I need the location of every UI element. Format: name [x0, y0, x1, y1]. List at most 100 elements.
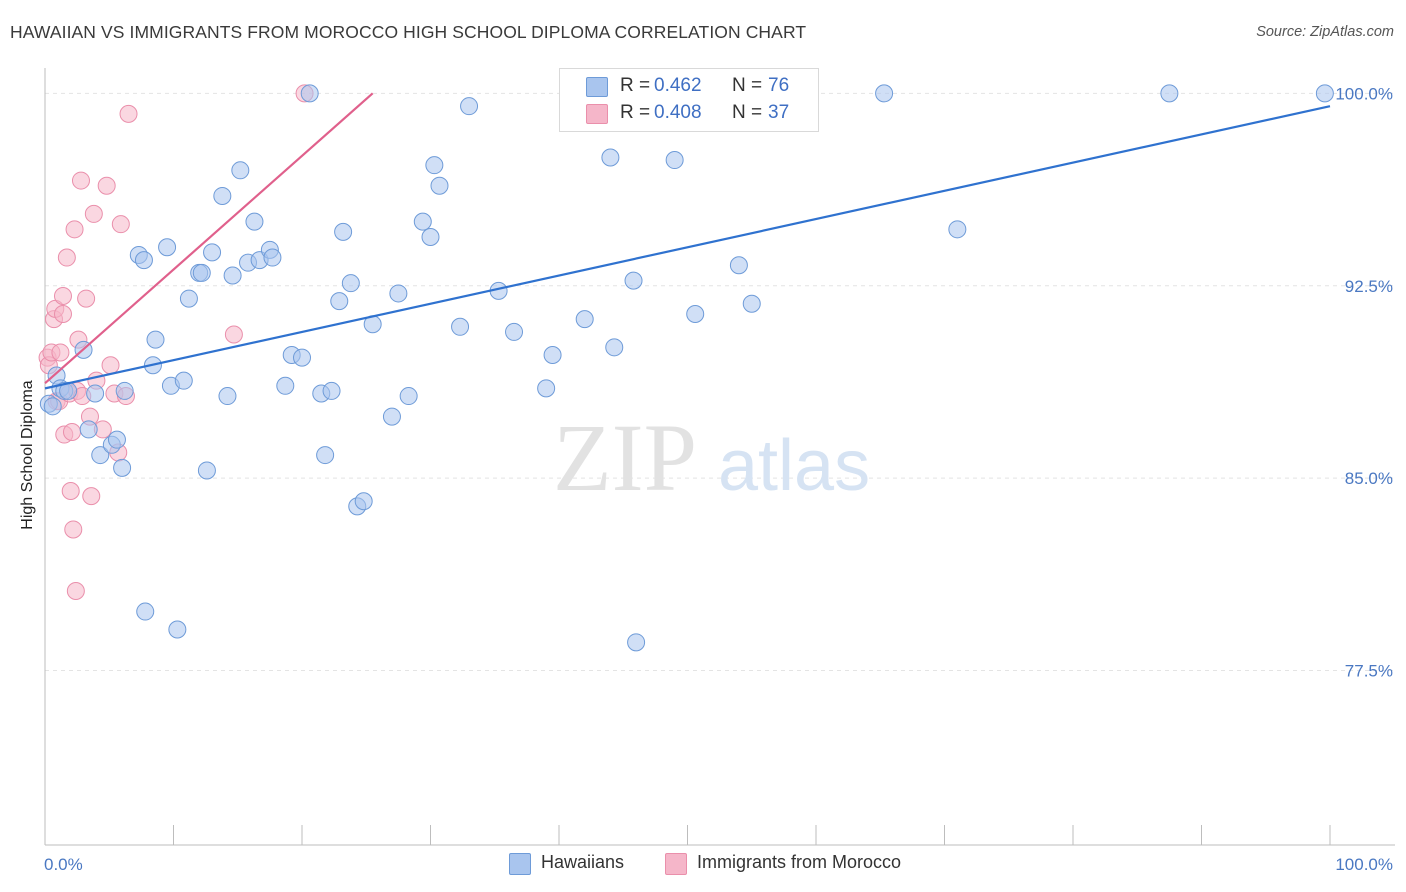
- data-point-morocco[interactable]: [224, 325, 243, 344]
- data-point-hawaiians[interactable]: [605, 338, 624, 357]
- legend-swatch-blue: [586, 77, 608, 97]
- y-tick-label: 77.5%: [1345, 662, 1393, 681]
- data-point-hawaiians[interactable]: [505, 322, 524, 341]
- data-point-hawaiians[interactable]: [413, 212, 432, 231]
- source-label: Source: ZipAtlas.com: [1256, 24, 1394, 40]
- data-point-morocco[interactable]: [77, 289, 96, 308]
- data-point-hawaiians[interactable]: [263, 248, 282, 267]
- legend-r-value: 0.462: [654, 75, 702, 96]
- data-point-hawaiians[interactable]: [293, 348, 311, 367]
- data-point-hawaiians[interactable]: [223, 266, 242, 285]
- data-point-hawaiians[interactable]: [168, 620, 187, 639]
- data-point-hawaiians[interactable]: [276, 376, 295, 395]
- data-point-morocco[interactable]: [119, 104, 138, 123]
- data-point-hawaiians[interactable]: [665, 151, 684, 170]
- data-point-hawaiians[interactable]: [543, 346, 562, 365]
- watermark-atlas: atlas: [718, 426, 870, 506]
- x-tick-label: 0.0%: [44, 855, 83, 874]
- data-point-hawaiians[interactable]: [430, 176, 449, 195]
- data-point-hawaiians[interactable]: [86, 384, 105, 403]
- data-point-hawaiians[interactable]: [425, 156, 444, 175]
- legend-r-label: R =: [620, 75, 651, 96]
- data-point-morocco[interactable]: [53, 287, 72, 306]
- data-point-morocco[interactable]: [71, 171, 90, 190]
- data-point-hawaiians[interactable]: [322, 381, 341, 400]
- data-point-hawaiians[interactable]: [1160, 84, 1179, 103]
- data-point-hawaiians[interactable]: [399, 387, 418, 406]
- data-point-hawaiians[interactable]: [115, 381, 134, 400]
- data-point-hawaiians[interactable]: [729, 256, 748, 275]
- data-point-hawaiians[interactable]: [624, 271, 643, 290]
- data-point-hawaiians[interactable]: [575, 310, 594, 329]
- data-point-morocco[interactable]: [82, 487, 101, 506]
- data-point-morocco[interactable]: [61, 481, 80, 500]
- data-point-hawaiians[interactable]: [460, 97, 479, 116]
- data-point-hawaiians[interactable]: [179, 289, 198, 308]
- data-point-hawaiians[interactable]: [421, 228, 440, 247]
- data-point-hawaiians[interactable]: [107, 430, 126, 449]
- y-tick-label: 92.5%: [1345, 277, 1393, 296]
- data-point-hawaiians[interactable]: [203, 243, 222, 262]
- data-point-hawaiians[interactable]: [627, 633, 646, 652]
- data-point-hawaiians[interactable]: [341, 274, 360, 293]
- data-point-morocco[interactable]: [84, 204, 103, 223]
- watermark-zip: ZIP: [553, 404, 697, 511]
- data-point-hawaiians[interactable]: [79, 420, 98, 439]
- data-point-hawaiians[interactable]: [300, 84, 319, 103]
- data-point-hawaiians[interactable]: [354, 492, 373, 511]
- data-point-morocco[interactable]: [101, 356, 120, 375]
- stats-legend: R = 0.462 N = 76 R = 0.408 N = 37: [559, 68, 819, 132]
- data-point-hawaiians[interactable]: [389, 284, 408, 303]
- data-point-hawaiians[interactable]: [174, 371, 193, 390]
- data-point-morocco[interactable]: [64, 520, 83, 539]
- data-point-hawaiians[interactable]: [197, 461, 216, 480]
- bottom-legend-label: Immigrants from Morocco: [697, 852, 902, 872]
- chart-title: HAWAIIAN VS IMMIGRANTS FROM MOROCCO HIGH…: [10, 22, 807, 42]
- data-point-hawaiians[interactable]: [192, 263, 211, 282]
- data-point-hawaiians[interactable]: [1315, 84, 1334, 103]
- data-point-hawaiians[interactable]: [686, 304, 705, 323]
- data-point-morocco[interactable]: [66, 582, 85, 601]
- bottom-legend-label: Hawaiians: [541, 852, 625, 872]
- legend-r-value: 0.408: [654, 102, 702, 123]
- data-point-hawaiians[interactable]: [134, 251, 153, 270]
- data-point-hawaiians[interactable]: [136, 602, 155, 621]
- data-point-hawaiians[interactable]: [43, 397, 62, 416]
- data-point-hawaiians[interactable]: [334, 222, 353, 241]
- data-point-morocco[interactable]: [111, 215, 130, 234]
- legend-n-label: N =: [732, 102, 763, 123]
- data-point-hawaiians[interactable]: [218, 387, 237, 406]
- data-point-hawaiians[interactable]: [382, 407, 401, 426]
- data-point-hawaiians[interactable]: [742, 294, 761, 313]
- data-point-hawaiians[interactable]: [213, 186, 232, 205]
- data-point-hawaiians[interactable]: [113, 458, 132, 477]
- legend-r-label: R =: [620, 102, 651, 123]
- data-point-hawaiians[interactable]: [451, 317, 470, 336]
- data-point-hawaiians[interactable]: [91, 446, 110, 465]
- data-point-morocco[interactable]: [65, 220, 84, 239]
- data-point-hawaiians[interactable]: [245, 212, 264, 231]
- legend-n-label: N =: [732, 75, 763, 96]
- series-hawaiians-points: [39, 84, 1334, 652]
- y-tick-label: 85.0%: [1345, 469, 1393, 488]
- data-point-morocco[interactable]: [97, 176, 116, 195]
- data-point-hawaiians[interactable]: [158, 238, 177, 257]
- data-point-hawaiians[interactable]: [875, 84, 894, 103]
- data-point-morocco[interactable]: [62, 422, 81, 441]
- data-point-hawaiians[interactable]: [316, 446, 335, 465]
- data-point-hawaiians[interactable]: [231, 161, 250, 180]
- data-point-hawaiians[interactable]: [330, 292, 349, 311]
- data-point-morocco[interactable]: [51, 343, 70, 362]
- trend-lines: [44, 92, 1331, 390]
- tick-labels: 77.5% 85.0% 92.5% 100.0% 0.0% 100.0%: [44, 84, 1393, 874]
- bottom-legend-swatch-pink: [665, 853, 687, 875]
- data-point-morocco[interactable]: [53, 304, 72, 323]
- trend-line-morocco: [44, 92, 374, 385]
- data-point-hawaiians[interactable]: [146, 330, 165, 349]
- data-point-morocco[interactable]: [57, 248, 76, 267]
- x-tick-label: 100.0%: [1335, 855, 1393, 874]
- data-point-hawaiians[interactable]: [601, 148, 620, 167]
- data-point-hawaiians[interactable]: [948, 220, 967, 239]
- data-point-hawaiians[interactable]: [537, 379, 556, 398]
